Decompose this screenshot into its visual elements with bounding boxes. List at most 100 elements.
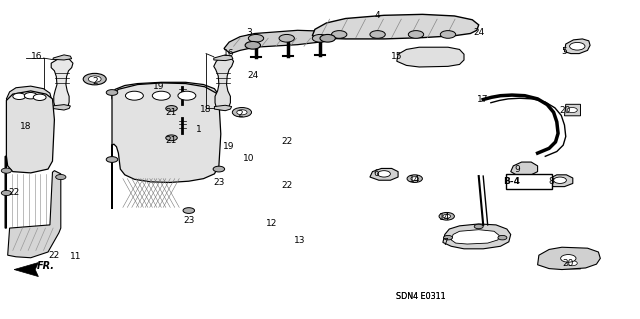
Polygon shape [5,91,54,228]
Text: 22: 22 [281,137,292,146]
Polygon shape [564,39,590,54]
Text: 6: 6 [374,169,379,178]
Circle shape [24,93,37,99]
Ellipse shape [147,104,186,113]
Text: 9: 9 [515,165,520,174]
Circle shape [152,91,170,100]
Circle shape [88,76,101,82]
Text: 8: 8 [549,177,554,186]
Circle shape [440,31,456,38]
Circle shape [570,42,585,50]
Ellipse shape [147,145,186,153]
Circle shape [125,91,143,100]
Text: 7: 7 [442,238,447,247]
Circle shape [320,34,335,42]
Circle shape [106,157,118,162]
Circle shape [498,235,507,240]
Text: 24: 24 [473,28,484,37]
Text: 12: 12 [266,219,278,228]
Text: 1: 1 [196,125,201,134]
Text: 19: 19 [223,142,235,151]
Circle shape [567,108,577,113]
Text: 21: 21 [166,137,177,145]
Circle shape [237,110,247,115]
Circle shape [13,93,26,100]
Text: 18: 18 [200,105,212,114]
Circle shape [443,214,451,218]
Text: 23: 23 [183,216,195,225]
Polygon shape [52,105,70,110]
Ellipse shape [11,158,46,167]
Text: 5: 5 [562,47,567,56]
Circle shape [213,166,225,172]
Text: FR.: FR. [37,261,55,271]
Polygon shape [53,55,72,60]
Polygon shape [564,104,580,116]
Circle shape [56,174,66,180]
Text: 11: 11 [70,252,81,261]
Text: 22: 22 [49,251,60,260]
Circle shape [408,31,424,38]
Circle shape [183,208,195,213]
Text: 17: 17 [477,95,489,104]
Circle shape [232,108,252,117]
Polygon shape [51,57,73,109]
Circle shape [378,171,390,177]
Ellipse shape [147,118,186,126]
Polygon shape [312,14,479,39]
Polygon shape [112,82,218,108]
Polygon shape [370,168,398,180]
Text: 19: 19 [153,82,164,91]
Text: 14: 14 [439,213,451,222]
Circle shape [439,212,454,220]
Circle shape [33,94,46,100]
Ellipse shape [11,121,46,130]
Circle shape [567,261,577,266]
Polygon shape [214,55,233,61]
Text: B-4: B-4 [504,177,520,186]
Circle shape [312,34,328,42]
Polygon shape [443,224,511,249]
Text: 20: 20 [559,106,571,115]
Circle shape [370,31,385,38]
Circle shape [474,224,483,229]
Text: 13: 13 [294,236,305,245]
Circle shape [178,91,196,100]
Circle shape [1,168,12,173]
Circle shape [561,255,576,262]
Circle shape [166,106,177,111]
Polygon shape [8,171,61,258]
Polygon shape [6,86,51,108]
Polygon shape [224,30,332,54]
Polygon shape [14,263,38,277]
Text: 22: 22 [281,181,292,189]
Circle shape [407,175,422,182]
Circle shape [166,135,177,141]
Ellipse shape [11,133,46,142]
Text: 4: 4 [375,11,380,20]
Text: 14: 14 [409,175,420,184]
Text: 23: 23 [213,178,225,187]
Circle shape [83,73,106,85]
Text: 10: 10 [243,154,254,163]
Text: 22: 22 [8,188,20,197]
FancyBboxPatch shape [506,174,552,189]
Polygon shape [397,47,464,67]
Circle shape [245,41,260,49]
Ellipse shape [11,109,46,118]
Text: 21: 21 [166,108,177,117]
Circle shape [444,235,452,240]
Text: 24: 24 [247,71,259,80]
Polygon shape [112,83,221,209]
Text: 16: 16 [31,52,43,61]
Text: 2: 2 [92,77,97,86]
Circle shape [248,34,264,42]
Text: 20: 20 [563,259,574,268]
Polygon shape [511,162,538,176]
Text: 16: 16 [223,49,235,58]
Polygon shape [547,175,573,187]
Text: 2: 2 [237,110,243,119]
Polygon shape [564,257,580,269]
Text: 18: 18 [20,122,31,131]
Text: 15: 15 [391,52,403,61]
